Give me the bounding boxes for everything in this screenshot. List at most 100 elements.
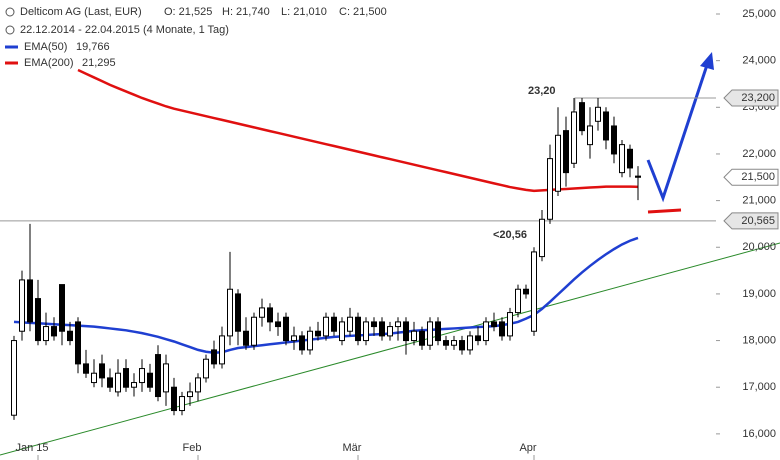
candle-body	[347, 316, 353, 332]
annotation-line	[574, 97, 716, 110]
trendline	[0, 242, 780, 456]
candle-body	[491, 321, 497, 328]
legend-value: 21,295	[82, 57, 116, 69]
candle-body	[355, 316, 361, 342]
price-marker-label: 20,565	[741, 215, 775, 227]
y-tick-label: 19,000	[742, 288, 776, 300]
candle-body	[187, 391, 193, 398]
candle-body	[475, 335, 481, 342]
subtitle: 22.12.2014 - 22.04.2015 (4 Monate, 1 Tag…	[20, 24, 229, 36]
candle-body	[67, 330, 73, 342]
candle-body	[379, 321, 385, 337]
candle-body	[291, 335, 297, 342]
summary-close: C: 21,500	[339, 6, 387, 18]
y-tick-label: 16,000	[742, 428, 776, 440]
candle-body	[459, 340, 465, 351]
annotation-label: <20,56	[493, 229, 527, 241]
candle-body	[635, 175, 641, 178]
candle-body	[227, 288, 233, 337]
x-tick-label: Mär	[343, 442, 362, 454]
candle-body	[91, 372, 97, 384]
candle-body	[211, 349, 217, 365]
candle-body	[107, 377, 113, 388]
price-marker-box	[723, 212, 779, 230]
candle-body	[579, 102, 585, 132]
candle-body	[315, 330, 321, 337]
candle-body	[627, 148, 633, 169]
candle-body	[339, 321, 345, 342]
price-marker-box	[723, 168, 779, 186]
summary-low: L: 21,010	[281, 6, 327, 18]
candle-body	[11, 340, 17, 416]
legend-label: EMA(200)	[24, 57, 74, 69]
candle-body	[251, 316, 257, 346]
candle-body	[43, 326, 49, 342]
x-tick-label: Feb	[183, 442, 202, 454]
candle-body	[115, 372, 121, 393]
y-tick-label: 25,000	[742, 8, 776, 20]
candle-body	[435, 321, 441, 342]
candle-body	[611, 125, 617, 155]
price-marker-box	[723, 89, 779, 107]
candle-body	[363, 321, 369, 342]
candle-body	[99, 363, 105, 379]
x-tick-label: Apr	[519, 442, 536, 454]
candle-body	[507, 312, 513, 337]
candle-body	[547, 158, 553, 220]
y-tick-label: 24,000	[742, 55, 776, 67]
candle-body	[403, 321, 409, 342]
candle-body	[179, 396, 185, 412]
candle-body	[59, 284, 65, 332]
candle-body	[75, 321, 81, 365]
legend-label: EMA(50)	[24, 41, 67, 53]
x-tick-label: Jan 15	[15, 442, 48, 454]
candle-body	[131, 382, 137, 388]
candle-body	[83, 363, 89, 374]
y-tick-label: 20,000	[742, 241, 776, 253]
candle-body	[147, 372, 153, 388]
candle-body	[235, 293, 241, 332]
candle-body	[387, 326, 393, 337]
candle-body	[571, 111, 577, 164]
candle-body	[219, 335, 225, 365]
candle-body	[331, 316, 337, 332]
candle-body	[139, 368, 145, 384]
ema-line	[77, 68, 639, 193]
price-marker-label: 21,500	[741, 171, 775, 183]
arrow-head	[700, 52, 714, 70]
candle-body	[163, 363, 169, 393]
candle-body	[19, 279, 25, 332]
candle-body	[195, 377, 201, 393]
candle-body	[587, 125, 593, 146]
summary-open: O: 21,525	[164, 6, 212, 18]
candle-body	[499, 321, 505, 337]
candle-body	[539, 218, 545, 258]
candle-body	[483, 321, 489, 342]
candle-body	[467, 335, 473, 351]
candle-body	[371, 321, 377, 328]
chart-title: Delticom AG (Last, EUR)	[20, 6, 142, 18]
y-tick-label: 21,000	[742, 195, 776, 207]
candle-body	[123, 368, 129, 388]
candle-body	[323, 316, 329, 337]
candle-body	[203, 358, 209, 379]
annotation-label: 23,20	[528, 85, 556, 97]
clock-icon	[5, 25, 15, 35]
candle-body	[563, 130, 569, 174]
candle-body	[603, 111, 609, 141]
candle-body	[35, 298, 41, 342]
candle-body	[531, 251, 537, 332]
candle-body	[259, 307, 265, 318]
candle-body	[411, 330, 417, 342]
legend-value: 19,766	[76, 41, 110, 53]
info-icon	[5, 7, 15, 17]
candle-body	[451, 340, 457, 346]
y-tick-label: 18,000	[742, 334, 776, 346]
candle-body	[555, 134, 561, 192]
candle-body	[283, 316, 289, 342]
candle-body	[523, 288, 529, 295]
candle-body	[595, 106, 601, 122]
candle-body	[419, 330, 425, 346]
candle-body	[51, 326, 57, 337]
